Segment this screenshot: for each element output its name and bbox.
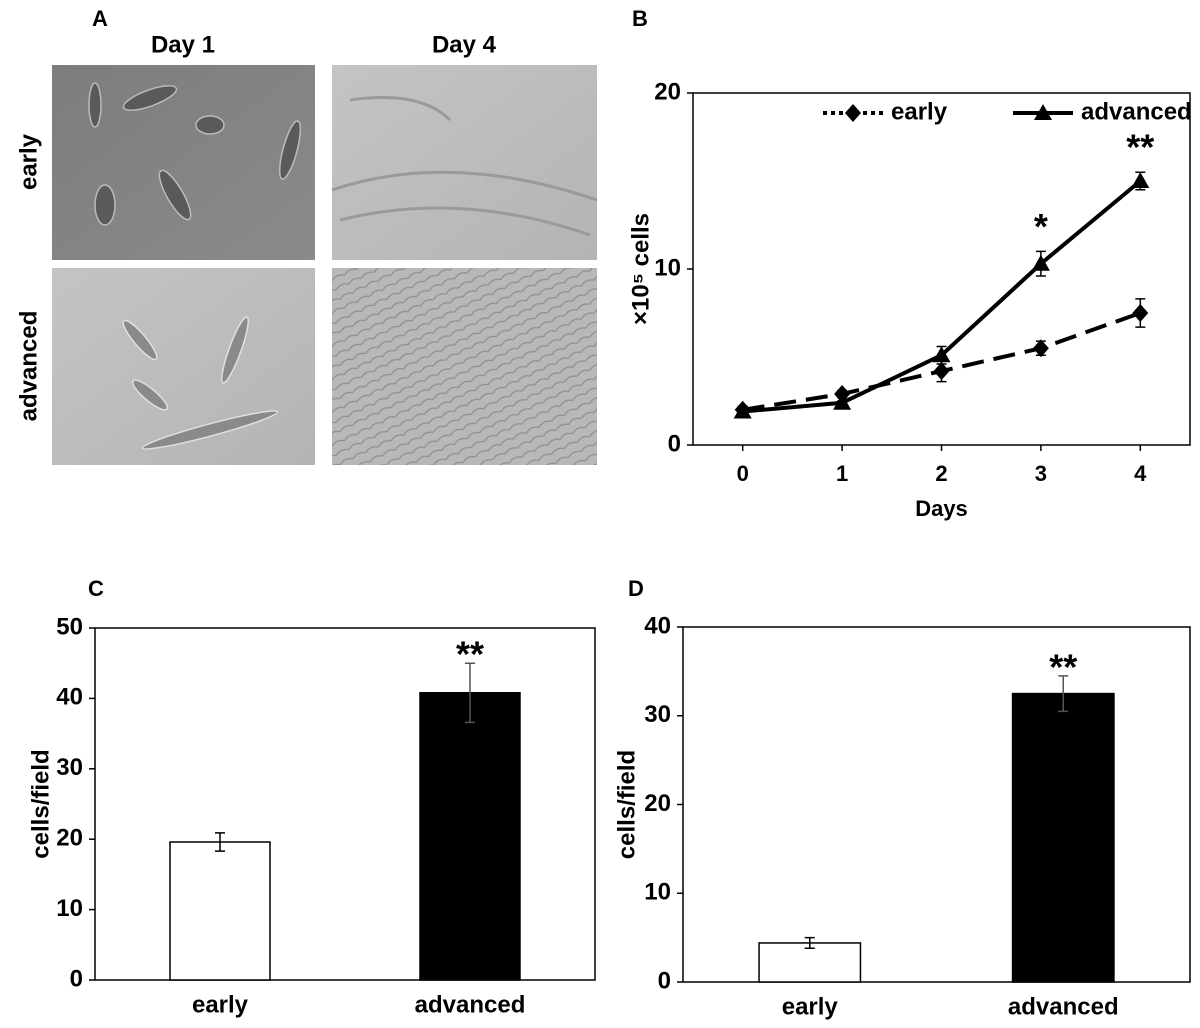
x-tick-label: early	[192, 991, 249, 1018]
panel-label: A	[92, 6, 108, 31]
x-tick-label: 4	[1134, 461, 1147, 486]
bar	[1011, 692, 1115, 983]
y-tick-label: 40	[644, 612, 671, 639]
micrograph	[52, 268, 315, 465]
x-tick-label: 3	[1035, 461, 1047, 486]
y-axis-label: cells/field	[27, 749, 54, 858]
error-bar	[215, 832, 225, 852]
y-tick-label: 30	[644, 701, 671, 728]
y-axis-label: ×10⁵ cells	[627, 213, 654, 325]
marker	[1131, 172, 1150, 188]
x-tick-label: early	[782, 993, 839, 1020]
y-tick-label: 20	[654, 78, 681, 105]
error-bar	[1058, 675, 1069, 713]
micrograph	[332, 268, 597, 465]
x-tick-label: 1	[836, 461, 848, 486]
y-tick-label: 0	[70, 965, 83, 992]
error-bar	[804, 936, 815, 950]
x-axis-label: Days	[915, 496, 968, 521]
marker	[1132, 304, 1149, 322]
y-tick-label: 0	[658, 967, 671, 994]
x-tick-label: 0	[737, 461, 749, 486]
row-label: advanced	[15, 311, 42, 422]
annotation: **	[1049, 646, 1077, 687]
y-tick-label: 40	[56, 684, 83, 711]
y-axis-label: cells/field	[613, 750, 640, 859]
bar	[419, 692, 521, 981]
x-tick-label: advanced	[415, 991, 526, 1018]
bar	[758, 942, 862, 983]
plot-frame	[692, 92, 1191, 446]
marker	[932, 346, 951, 363]
micrograph	[52, 65, 315, 260]
legend-marker	[845, 104, 861, 122]
bar	[169, 841, 271, 981]
marker	[1031, 254, 1050, 271]
y-tick-label: 10	[644, 879, 671, 906]
marker	[733, 402, 752, 419]
y-tick-label: 20	[644, 790, 671, 817]
row-label: early	[15, 133, 42, 190]
legend-label: advanced	[1081, 98, 1192, 125]
x-tick-label: advanced	[1008, 993, 1119, 1020]
annotation: **	[456, 634, 484, 675]
error-bar	[465, 662, 475, 724]
plot-frame	[94, 627, 596, 981]
y-tick-label: 20	[56, 825, 83, 852]
legend-marker	[1034, 104, 1052, 120]
y-tick-label: 10	[654, 254, 681, 281]
panel-label: D	[628, 576, 644, 601]
column-label: Day 4	[432, 31, 497, 58]
micrograph	[331, 65, 598, 260]
legend-label: early	[891, 98, 948, 125]
annotation: **	[1126, 127, 1154, 168]
annotation: *	[1034, 206, 1048, 247]
x-tick-label: 2	[935, 461, 947, 486]
marker	[833, 393, 852, 410]
marker	[933, 362, 950, 381]
panel-label: C	[88, 576, 104, 601]
y-tick-label: 10	[56, 895, 83, 922]
marker	[1032, 339, 1049, 358]
y-tick-label: 50	[56, 613, 83, 640]
y-tick-label: 0	[668, 430, 681, 457]
column-label: Day 1	[151, 31, 215, 58]
panel-label: B	[632, 6, 648, 31]
y-tick-label: 30	[56, 754, 83, 781]
